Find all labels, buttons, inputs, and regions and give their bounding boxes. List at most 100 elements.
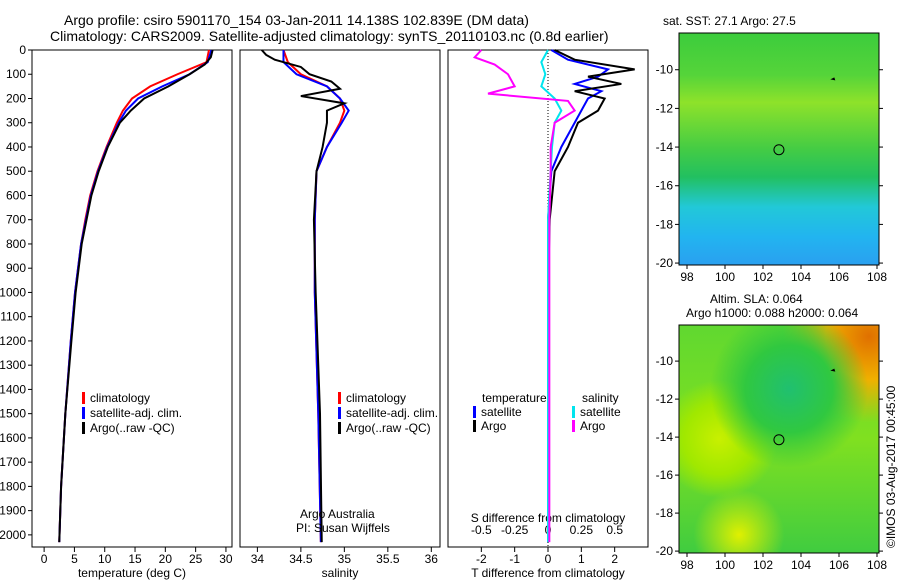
argo-position-marker <box>773 144 785 156</box>
legend-swatch <box>572 406 575 418</box>
y-tick-label: 400 <box>6 140 26 154</box>
y-tick-label: 1100 <box>0 310 26 324</box>
x-tick-label: 36 <box>425 552 439 566</box>
x-tick-label: 15 <box>128 552 142 566</box>
map-lat-label: -16 <box>656 179 674 193</box>
series-argo-raw-qc- <box>58 49 214 543</box>
y-tick-label: 600 <box>6 188 26 202</box>
y-tick-label: 1300 <box>0 358 26 372</box>
x-tick-label: 10 <box>98 552 112 566</box>
legend-label: satellite <box>481 405 522 419</box>
x-tick-label: 5 <box>71 552 78 566</box>
map-lat-label: -18 <box>656 217 674 231</box>
map-lat-label: -16 <box>656 468 674 482</box>
x2-tick-label: -0.25 <box>501 523 529 537</box>
legend-swatch <box>82 392 85 404</box>
legend-label: climatology <box>346 391 406 405</box>
map-lat-label: -12 <box>656 392 674 406</box>
legend-label: Argo <box>481 419 507 433</box>
legend-salinity-heading: salinity <box>582 391 619 405</box>
y-tick-label: 500 <box>6 164 26 178</box>
map-lon-label: 102 <box>753 270 773 284</box>
sla-map <box>679 325 879 553</box>
series-climatology <box>58 49 210 543</box>
y-tick-label: 200 <box>6 91 26 105</box>
map-lon-label: 100 <box>715 270 735 284</box>
map-lat-label: -10 <box>656 354 674 368</box>
map-lon-label: 108 <box>867 558 887 572</box>
x-tick-label: -1 <box>509 552 520 566</box>
x-tick-label: 34.5 <box>289 552 313 566</box>
legend-label: Argo <box>580 419 606 433</box>
sla-map-title1: Altim. SLA: 0.064 <box>710 292 803 306</box>
x-tick-label: 30 <box>219 552 233 566</box>
y-tick-label: 1800 <box>0 479 26 493</box>
y-tick-label: 300 <box>6 116 26 130</box>
series-salinity-argo <box>472 49 577 543</box>
map-lat-label: -20 <box>656 544 674 558</box>
x-axis-label: salinity <box>322 566 359 580</box>
series-argo-raw-qc- <box>260 49 348 543</box>
map-lat-label: -10 <box>656 63 674 77</box>
map-lat-label: -20 <box>656 256 674 270</box>
x-tick-label: 1 <box>578 552 585 566</box>
legend-label: satellite <box>580 405 621 419</box>
map-lon-label: 102 <box>753 558 773 572</box>
x2-tick-label: 0.5 <box>606 523 623 537</box>
legend-swatch <box>338 407 341 419</box>
x-tick-label: 20 <box>159 552 173 566</box>
credit: ©IMOS 03-Aug-2017 00:45:00 <box>884 385 898 548</box>
legend-label: climatology <box>90 391 150 405</box>
map-lat-label: -12 <box>656 101 674 115</box>
legend-temperature-heading: temperature <box>482 391 547 405</box>
x-tick-label: 0 <box>545 552 552 566</box>
argo-position-marker <box>773 434 785 446</box>
series-temperature-argo <box>547 49 635 543</box>
x2-tick-label: 0.25 <box>570 523 594 537</box>
map-frame-0 <box>678 32 880 266</box>
map-lon-label: 98 <box>680 270 694 284</box>
y-tick-label: 700 <box>6 213 26 227</box>
y-tick-label: 1000 <box>0 285 26 299</box>
map-lat-label: -14 <box>656 140 674 154</box>
annotation-line1: Argo Australia <box>300 507 375 521</box>
y-tick-label: 800 <box>6 237 26 251</box>
map-lon-label: 106 <box>829 270 849 284</box>
legend-swatch <box>473 420 476 432</box>
x-tick-label: 35.5 <box>376 552 400 566</box>
x-tick-label: 35 <box>338 552 352 566</box>
y-tick-label: 2000 <box>0 528 26 542</box>
annotation-line2: PI: Susan Wijffels <box>296 521 390 535</box>
series-salinity-satellite <box>540 49 563 543</box>
y-tick-label: 1900 <box>0 504 26 518</box>
title-line1: Argo profile: csiro 5901170_154 03-Jan-2… <box>64 12 529 28</box>
map-lon-label: 100 <box>715 558 735 572</box>
map-lon-label: 106 <box>829 558 849 572</box>
map-lon-label: 108 <box>867 270 887 284</box>
x-tick-label: 0 <box>41 552 48 566</box>
x-tick-label: 34 <box>251 552 265 566</box>
x-tick-label: -2 <box>476 552 487 566</box>
sst-map <box>679 33 879 265</box>
legend-swatch <box>338 392 341 404</box>
series-satellite-adj-clim- <box>58 49 213 543</box>
float-track-arrow <box>830 77 836 81</box>
x-tick-label: 25 <box>189 552 203 566</box>
map-lon-label: 104 <box>791 558 811 572</box>
legend-label: Argo(..raw -QC) <box>90 421 175 435</box>
float-track-arrow <box>830 368 836 372</box>
panel-frame-0 <box>31 49 233 548</box>
title-line2: Climatology: CARS2009. Satellite-adjuste… <box>50 28 609 44</box>
y-tick-label: 1200 <box>0 334 26 348</box>
legend-swatch <box>338 422 341 434</box>
y-tick-label: 900 <box>6 261 26 275</box>
map-lat-label: -18 <box>656 506 674 520</box>
map-frame-1 <box>678 324 880 554</box>
legend-swatch <box>82 422 85 434</box>
x-axis-label: T difference from climatology <box>471 566 625 580</box>
y-tick-label: 1400 <box>0 382 26 396</box>
y-tick-label: 1600 <box>0 431 26 445</box>
x-axis-label: temperature (deg C) <box>78 566 186 580</box>
legend-label: satellite-adj. clim. <box>90 406 182 420</box>
